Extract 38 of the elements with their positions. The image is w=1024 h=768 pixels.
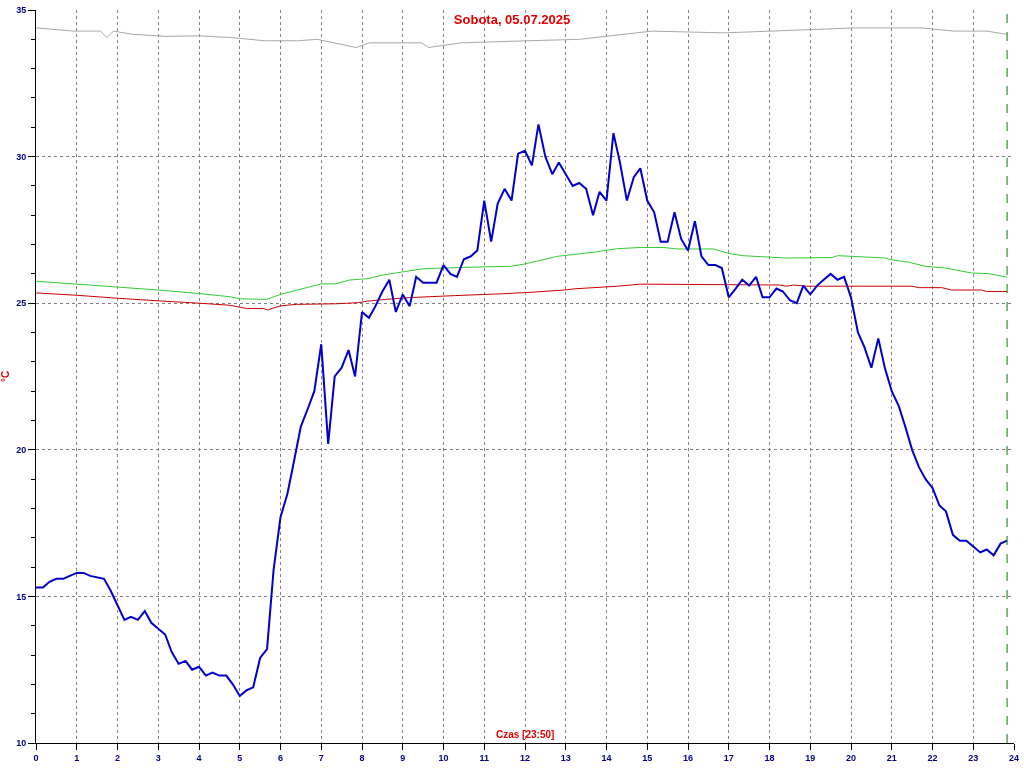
x-tick-label: 2	[114, 752, 121, 763]
y-tick-label: 15	[16, 591, 27, 602]
line-series	[36, 246, 1008, 300]
x-tick-label: 21	[886, 752, 897, 763]
x-tick-label: 19	[805, 752, 816, 763]
x-tick-label: 10	[438, 752, 449, 763]
chart-title: Sobota, 05.07.2025	[453, 11, 571, 27]
line-series	[36, 27, 1008, 49]
y-tick-label: 35	[16, 5, 27, 16]
x-tick-label: 9	[400, 752, 406, 763]
y-tick-label: 25	[16, 298, 27, 309]
x-tick-label: 22	[927, 752, 938, 763]
x-tick-label: 16	[682, 752, 694, 763]
x-tick-label: 12	[519, 752, 531, 763]
x-tick-label: 20	[845, 752, 857, 763]
x-tick-label: 6	[277, 752, 284, 763]
x-tick-label: 17	[723, 752, 734, 763]
x-tick-label: 11	[479, 752, 490, 763]
x-tick-label: 24	[1008, 752, 1020, 763]
x-tick-label: 3	[155, 752, 161, 763]
y-tick-label: 10	[16, 738, 27, 749]
line-series	[36, 123, 1009, 698]
y-tick-label: 20	[16, 444, 27, 455]
x-axis-title: Czas [23:50]	[496, 729, 555, 740]
line-series	[36, 283, 1008, 311]
x-tick-label: 13	[560, 752, 571, 763]
x-tick-label: 4	[196, 752, 202, 763]
x-tick-label: 15	[642, 752, 653, 763]
x-tick-label: 1	[74, 752, 80, 763]
x-tick-label: 23	[968, 752, 979, 763]
x-tick-label: 18	[764, 752, 775, 763]
y-axis-title: °C	[0, 370, 12, 383]
x-tick-label: 5	[237, 752, 243, 763]
x-tick-label: 8	[359, 752, 365, 763]
x-tick-label: 7	[318, 752, 324, 763]
y-tick-label: 30	[16, 151, 27, 162]
x-tick-label: 0	[33, 752, 39, 763]
x-tick-label: 14	[601, 752, 612, 763]
